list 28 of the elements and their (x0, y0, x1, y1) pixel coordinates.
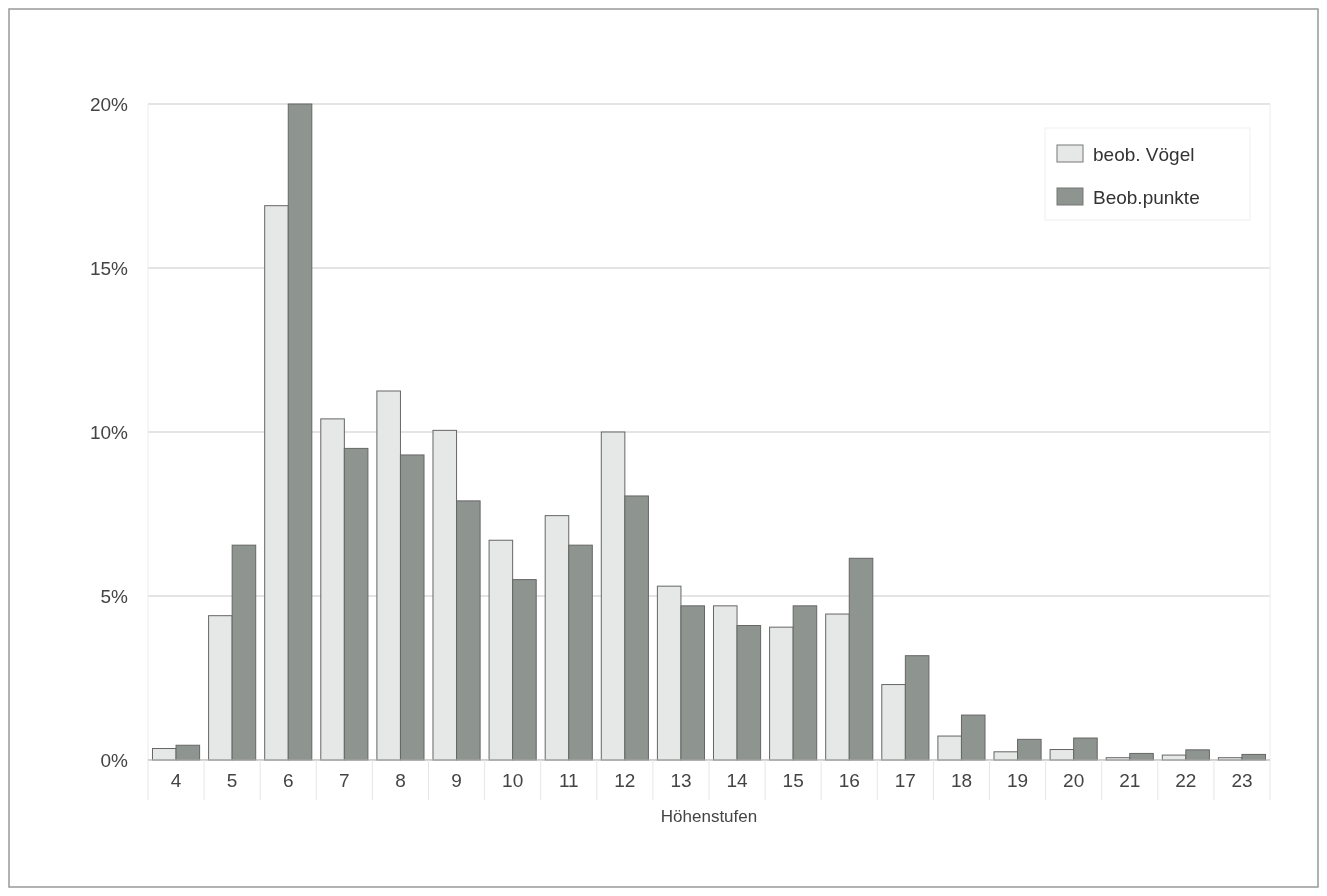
x-tick-label: 7 (339, 770, 350, 791)
y-tick-label: 0% (100, 749, 129, 771)
x-tick-label: 14 (726, 770, 749, 791)
x-tick-label: 16 (838, 770, 860, 791)
x-tick-label: 20 (1063, 770, 1085, 791)
x-tick-label: 18 (950, 770, 973, 791)
x-tick-label: 19 (1006, 770, 1029, 791)
x-tick-label: 12 (614, 770, 636, 791)
x-tick-label: 8 (395, 770, 406, 791)
x-tick-label: 15 (782, 770, 804, 791)
x-tick-label: 22 (1175, 770, 1197, 791)
y-tick-label: 5% (100, 585, 129, 607)
x-tick-label: 4 (170, 770, 182, 791)
y-tick-label: 20% (89, 93, 129, 115)
x-tick-label: 5 (226, 770, 238, 791)
x-tick-label: 17 (894, 770, 916, 791)
x-tick-label: 13 (670, 770, 692, 791)
x-tick-label: 6 (282, 770, 294, 791)
legend-label: beob. Vögel (1093, 143, 1195, 165)
y-tick-label: 10% (89, 421, 129, 443)
x-tick-label: 21 (1119, 770, 1141, 791)
x-tick-label: 11 (558, 770, 579, 791)
x-tick-label: 23 (1231, 770, 1253, 791)
x-tick-label: 10 (502, 770, 524, 791)
legend-label: Beob.punkte (1093, 186, 1200, 208)
x-axis-title: Höhenstufen (660, 807, 758, 826)
y-tick-label: 15% (89, 257, 129, 279)
x-tick-label: 9 (451, 770, 462, 791)
